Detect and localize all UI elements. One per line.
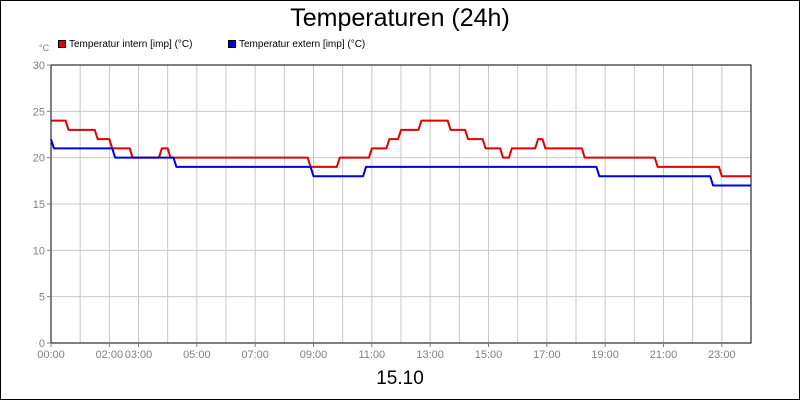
x-tick-label: 09:00	[300, 349, 328, 361]
chart-title: Temperaturen (24h)	[290, 4, 510, 32]
x-tick-label: 11:00	[358, 349, 385, 361]
x-tick-label: 23:00	[708, 349, 736, 361]
legend-swatch-extern	[228, 40, 236, 48]
x-tick-label: 21:00	[650, 349, 678, 361]
y-tick-label: 15	[33, 199, 45, 211]
series-line-intern	[51, 119, 751, 178]
x-tick-label: 03:00	[125, 349, 153, 361]
legend-item-intern: Temperatur intern [imp] (°C)	[58, 39, 192, 50]
x-tick-label: 19:00	[591, 349, 619, 361]
x-tick-label: 05:00	[183, 349, 211, 361]
x-tick-label: 00:00	[37, 349, 65, 361]
y-tick-label: 25	[33, 106, 45, 118]
y-tick-label: 0	[39, 338, 45, 350]
series-line-extern	[50, 138, 751, 187]
legend-swatch-intern	[58, 40, 66, 48]
y-tick-label: 30	[33, 60, 45, 72]
y-axis-unit: °C	[39, 43, 50, 53]
x-tick-label: 13:00	[416, 349, 444, 361]
x-tick-label: 17:00	[533, 349, 561, 361]
x-tick-label: 07:00	[241, 349, 269, 361]
x-tick-label: 15:00	[475, 349, 503, 361]
date-label: 15.10	[376, 368, 424, 389]
y-tick-label: 20	[33, 153, 45, 165]
legend-item-extern: Temperatur extern [imp] (°C)	[228, 39, 365, 50]
legend-label-extern: Temperatur extern [imp] (°C)	[239, 39, 366, 50]
y-tick-label: 10	[33, 245, 45, 257]
y-tick-label: 5	[39, 292, 45, 304]
x-tick-label: 02:00	[96, 349, 124, 361]
legend-label-intern: Temperatur intern [imp] (°C)	[69, 39, 193, 50]
